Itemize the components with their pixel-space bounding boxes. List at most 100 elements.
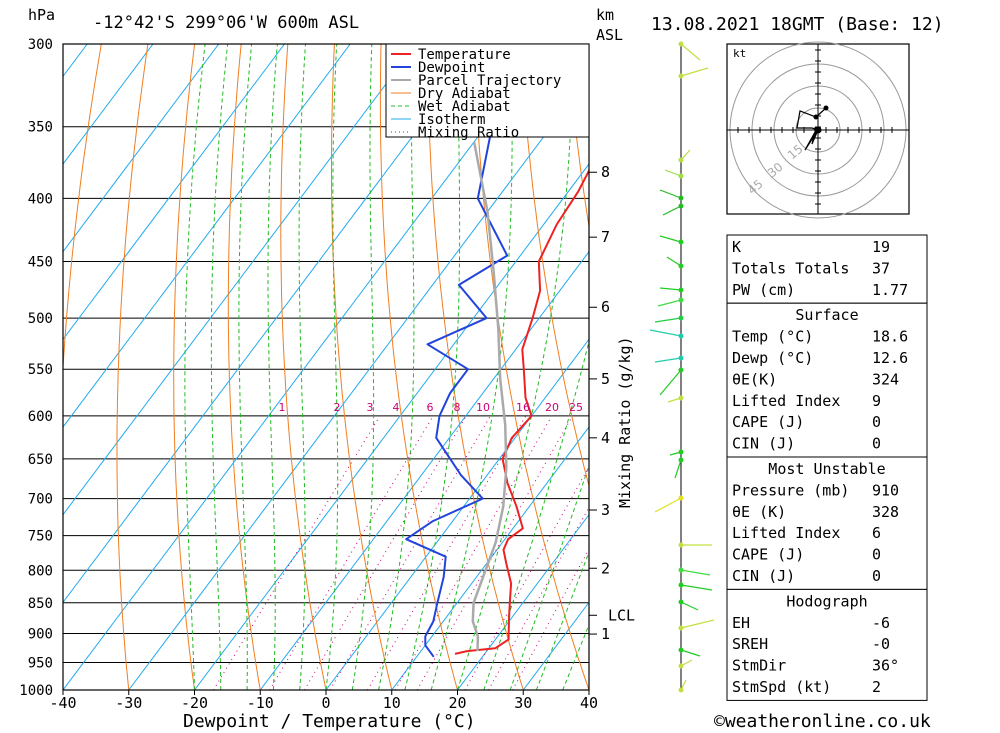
- pressure-tick-label: 1000: [19, 683, 53, 699]
- index-label: EH: [732, 614, 750, 632]
- index-label: Totals Totals: [732, 259, 849, 277]
- pressure-tick-label: 650: [28, 452, 53, 468]
- wind-barb-dot: [678, 315, 684, 321]
- mixing-ratio-label: 8: [454, 401, 461, 414]
- pressure-tick-label: 950: [28, 655, 53, 671]
- wet-adiabat-line: [210, 44, 229, 690]
- wind-barb: [680, 67, 709, 77]
- copyright: ©weatheronline.co.uk: [714, 711, 931, 732]
- wind-barb: [666, 256, 682, 267]
- index-label: θE(K): [732, 370, 777, 388]
- isotherm-line: [457, 513, 589, 690]
- wet-adiabat-line: [457, 44, 574, 690]
- wind-barb: [659, 369, 682, 396]
- wind-barb: [654, 317, 682, 323]
- pressure-tick-label: 900: [28, 626, 53, 642]
- index-label: Lifted Index: [732, 392, 840, 410]
- mixing-ratio-line: [512, 548, 589, 690]
- height-tick-label: 5: [601, 370, 610, 388]
- hodograph-unit: kt: [733, 47, 746, 60]
- height-tick-label: 3: [601, 501, 610, 519]
- index-value: 324: [872, 370, 899, 388]
- wind-barb-dot: [678, 157, 684, 163]
- index-value: 12.6: [872, 349, 908, 367]
- index-value: -6: [872, 614, 890, 632]
- index-label: θE (K): [732, 503, 786, 521]
- temperature-tick-label: 40: [580, 694, 598, 712]
- height-tick-label: 4: [601, 429, 610, 447]
- wind-barb: [680, 43, 701, 61]
- mixing-ratio-line: [394, 415, 553, 690]
- wind-barb: [649, 329, 682, 337]
- height-tick-label: 8: [601, 163, 610, 181]
- index-label: Dewp (°C): [732, 349, 813, 367]
- index-value: 2: [872, 678, 881, 696]
- pressure-tick-label: 400: [28, 191, 53, 207]
- height-tick-label: 6: [601, 298, 610, 316]
- index-label: K: [732, 238, 741, 256]
- wind-barb: [674, 459, 682, 479]
- mixing-ratio-label: 4: [393, 401, 400, 414]
- wind-barb-dot: [678, 297, 684, 303]
- wind-barb-dot: [678, 367, 684, 373]
- wind-barb-dot: [678, 173, 684, 179]
- dry-adiabat-line: [116, 44, 149, 690]
- height-tick-label: LCL: [608, 606, 635, 624]
- pressure-tick-label: 800: [28, 563, 53, 579]
- isotherm-line: [128, 75, 589, 690]
- mixing-ratio-label: 6: [427, 401, 434, 414]
- parcel-trajectory-curve: [471, 141, 508, 652]
- temperature-tick-label: -10: [247, 694, 274, 712]
- index-label: SREH: [732, 635, 768, 653]
- hodograph-point: [814, 126, 822, 134]
- isotherm-line: [63, 44, 154, 165]
- wind-barb: [659, 189, 682, 199]
- mixing-ratio-line: [416, 415, 573, 690]
- wind-barb: [664, 169, 682, 177]
- isotherm-line: [391, 426, 589, 690]
- dry-adiabat-line: [567, 44, 589, 230]
- wind-barb-dot: [678, 195, 684, 201]
- pressure-tick-label: 700: [28, 492, 53, 508]
- isotherm-line: [63, 44, 548, 690]
- temperature-tick-label: 0: [321, 694, 330, 712]
- index-label: CAPE (J): [732, 546, 804, 564]
- dry-adiabat-line: [427, 44, 524, 690]
- mixing-ratio-label: 25: [569, 401, 583, 414]
- pressure-tick-label: 850: [28, 596, 53, 612]
- index-value: 19: [872, 238, 890, 256]
- hodograph-point: [813, 114, 819, 120]
- pressure-tick-label: 500: [28, 311, 53, 327]
- index-value: 37: [872, 259, 890, 277]
- wind-barb-dot: [678, 449, 684, 455]
- index-value: 328: [872, 503, 899, 521]
- pressure-tick-label: 450: [28, 255, 53, 271]
- wind-barb-dot: [678, 355, 684, 361]
- index-value: 910: [872, 481, 899, 499]
- mixing-ratio-line: [329, 415, 491, 690]
- wet-adiabat-line: [430, 44, 513, 690]
- dry-adiabat-line: [940, 44, 1000, 690]
- km-label: km: [596, 6, 614, 24]
- mixing-ratio-label: 10: [476, 401, 490, 414]
- index-label: Temp (°C): [732, 328, 813, 346]
- isotherm-line: [259, 250, 589, 690]
- isotherm-line: [325, 338, 589, 690]
- legend-label: Dry Adiabat: [418, 86, 511, 102]
- isotherm-line: [63, 44, 285, 341]
- index-value: 0: [872, 546, 881, 564]
- wind-barb-dot: [678, 647, 684, 653]
- mixing-ratio-label: 1: [279, 401, 286, 414]
- hodograph-point: [823, 105, 829, 111]
- legend-label: Parcel Trajectory: [418, 73, 561, 89]
- pressure-unit: hPa: [28, 6, 55, 24]
- wind-barb-dot: [678, 567, 684, 573]
- mixing-ratio-label: 2: [334, 401, 341, 414]
- index-label: Pressure (mb): [732, 481, 849, 499]
- temperature-tick-label: 20: [448, 694, 466, 712]
- wind-barb-dot: [678, 263, 684, 269]
- wet-adiabat-line: [509, 464, 589, 690]
- isotherm-line: [63, 44, 220, 253]
